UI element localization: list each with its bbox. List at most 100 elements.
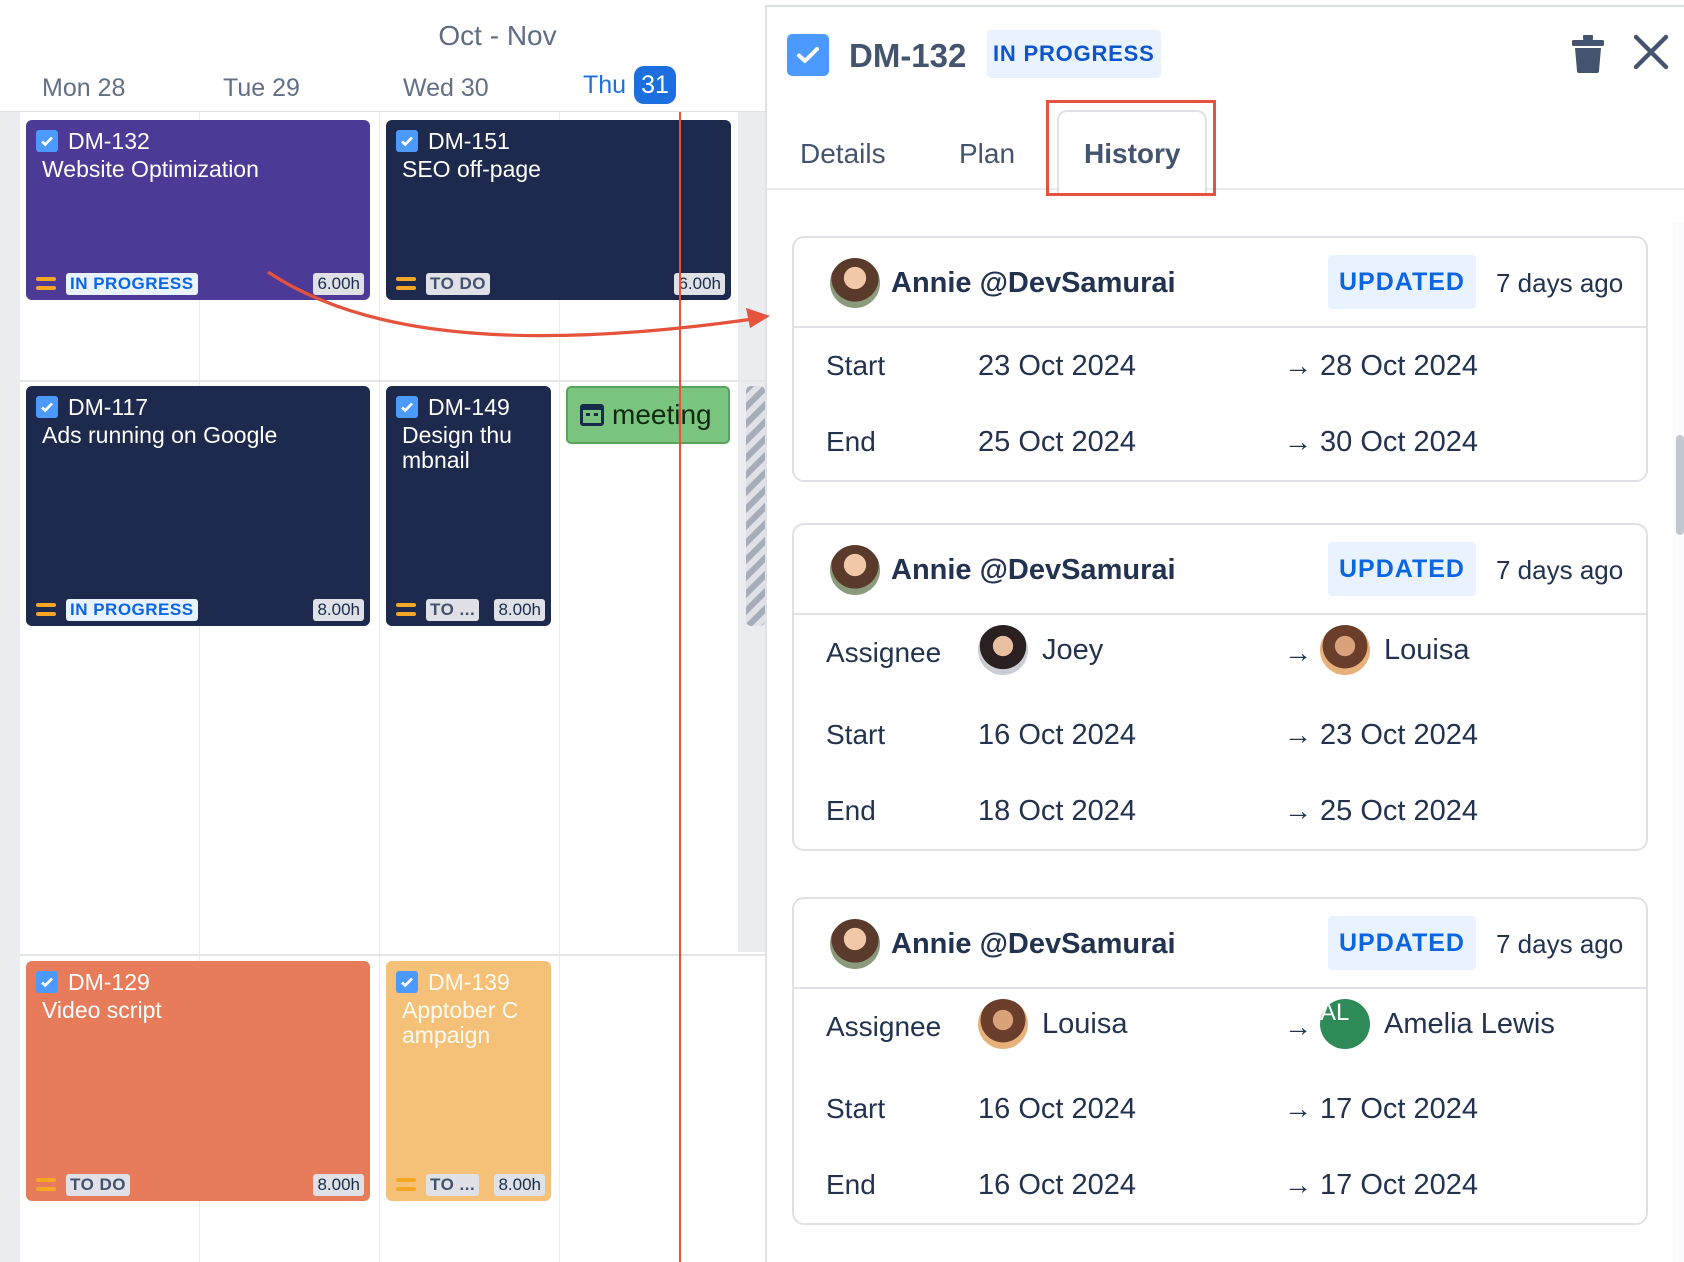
- day-header-tue[interactable]: Tue 29: [223, 74, 300, 102]
- column-divider: [199, 112, 200, 1262]
- assignee-name: Louisa: [1042, 1007, 1128, 1040]
- priority-medium-icon: [36, 603, 56, 616]
- meeting-label: meeting: [612, 399, 712, 430]
- history-change-row: Start 23 Oct 2024 → 28 Oct 2024: [794, 328, 1646, 404]
- arrow-right-icon: →: [1284, 719, 1312, 750]
- history-change-row: End 25 Oct 2024 → 30 Oct 2024: [794, 404, 1646, 480]
- card-key: DM-129: [68, 969, 150, 995]
- change-field: Start: [826, 1093, 886, 1124]
- history-entry-header: Annie @DevSamurai UPDATED 7 days ago: [794, 238, 1646, 328]
- calendar-view: Oct - Nov Mon 28 Tue 29 Wed 30 Thu 31 DM-…: [0, 0, 765, 1262]
- card-status: IN PROGRESS: [66, 273, 198, 295]
- left-gutter: [0, 112, 20, 1262]
- close-icon[interactable]: [1633, 34, 1669, 70]
- card-key: DM-117: [68, 394, 149, 420]
- task-type-icon: [787, 34, 829, 76]
- priority-medium-icon: [36, 277, 56, 290]
- top-divider: [0, 5, 1684, 7]
- history-change-row: Assignee Louisa → AL Amelia Lewis: [794, 989, 1646, 1071]
- tab-bar: Details Plan History: [767, 100, 1684, 196]
- tab-plan[interactable]: Plan: [959, 138, 1016, 169]
- issue-key[interactable]: DM-132: [849, 37, 967, 74]
- avatar-initials[interactable]: AL: [1320, 999, 1370, 1049]
- tab-details[interactable]: Details: [800, 138, 886, 169]
- change-field: End: [826, 426, 876, 457]
- checkbox-icon: [396, 396, 418, 418]
- change-from: 18 Oct 2024: [978, 795, 1136, 827]
- change-from: Joey: [978, 625, 1103, 675]
- assignee-name: Joey: [1042, 633, 1104, 666]
- change-to: 30 Oct 2024: [1320, 426, 1478, 458]
- avatar[interactable]: [1320, 625, 1370, 675]
- task-card-dm-132[interactable]: DM-132 Website Optimization IN PROGRESS …: [26, 120, 370, 300]
- history-action-badge: UPDATED: [1328, 916, 1476, 970]
- change-field: Start: [826, 719, 886, 750]
- history-change-row: Start 16 Oct 2024 → 23 Oct 2024: [794, 697, 1646, 773]
- card-key: DM-132: [68, 128, 150, 154]
- date-range-label: Oct - Nov: [438, 20, 557, 51]
- change-field: End: [826, 1169, 876, 1200]
- task-card-dm-149[interactable]: DM-149 Design thu mbnail TO ... 8.00h: [386, 386, 551, 626]
- card-title: SEO off-page: [402, 156, 541, 182]
- day-header-thu[interactable]: Thu 31: [583, 66, 676, 104]
- history-change-row: Start 16 Oct 2024 → 17 Oct 2024: [794, 1071, 1646, 1147]
- change-to: Louisa: [1320, 625, 1469, 675]
- meeting-event[interactable]: meeting: [566, 386, 730, 444]
- priority-medium-icon: [396, 603, 416, 616]
- history-entry-header: Annie @DevSamurai UPDATED 7 days ago: [794, 899, 1646, 989]
- avatar[interactable]: [830, 258, 880, 308]
- hatched-event[interactable]: [746, 386, 765, 626]
- priority-medium-icon: [396, 1178, 416, 1191]
- history-action-badge: UPDATED: [1328, 255, 1476, 309]
- change-from: 23 Oct 2024: [978, 350, 1136, 382]
- card-hours: 8.00h: [313, 599, 364, 621]
- change-to: 28 Oct 2024: [1320, 350, 1478, 382]
- card-key: DM-149: [428, 394, 510, 420]
- card-hours: 8.00h: [494, 1174, 545, 1196]
- card-title: Design thu mbnail: [402, 422, 512, 473]
- change-field: Start: [826, 350, 886, 381]
- change-to: AL Amelia Lewis: [1320, 999, 1555, 1049]
- change-field: End: [826, 795, 876, 826]
- change-from: 25 Oct 2024: [978, 426, 1136, 458]
- history-action-badge: UPDATED: [1328, 542, 1476, 596]
- issue-detail-panel: DM-132 IN PROGRESS Details Plan History …: [765, 7, 1684, 1262]
- task-card-dm-117[interactable]: DM-117 Ads running on Google IN PROGRESS…: [26, 386, 370, 626]
- arrow-right-icon: →: [1284, 1093, 1312, 1124]
- checkbox-icon: [396, 971, 418, 993]
- change-to: 23 Oct 2024: [1320, 719, 1478, 751]
- avatar[interactable]: [830, 919, 880, 969]
- card-key: DM-151: [428, 128, 510, 154]
- history-entry: Annie @DevSamurai UPDATED 7 days ago Ass…: [792, 523, 1648, 851]
- checkbox-icon: [36, 971, 58, 993]
- history-author[interactable]: Annie @DevSamurai: [891, 928, 1176, 960]
- arrow-right-icon: →: [1284, 1011, 1312, 1042]
- header-divider: [0, 111, 765, 112]
- day-header-mon[interactable]: Mon 28: [42, 74, 126, 102]
- card-status: TO DO: [66, 1174, 131, 1196]
- scrollbar-thumb[interactable]: [1676, 435, 1684, 535]
- card-hours: 8.00h: [494, 599, 545, 621]
- assignee-name: Louisa: [1384, 633, 1470, 666]
- day-header-wed[interactable]: Wed 30: [403, 74, 489, 102]
- active-tab-background: [1057, 110, 1207, 196]
- history-author[interactable]: Annie @DevSamurai: [891, 267, 1176, 299]
- avatar[interactable]: [978, 625, 1028, 675]
- priority-medium-icon: [396, 277, 416, 290]
- day-header-thu-label: Thu: [583, 71, 627, 99]
- change-to: 17 Oct 2024: [1320, 1169, 1478, 1201]
- change-from: 16 Oct 2024: [978, 719, 1136, 751]
- task-card-dm-139[interactable]: DM-139 Apptober C ampaign TO ... 8.00h: [386, 961, 551, 1201]
- avatar[interactable]: [978, 999, 1028, 1049]
- history-author[interactable]: Annie @DevSamurai: [891, 554, 1176, 586]
- history-entry: Annie @DevSamurai UPDATED 7 days ago Sta…: [792, 236, 1648, 482]
- issue-status-badge[interactable]: IN PROGRESS: [987, 30, 1161, 78]
- tab-history[interactable]: History: [1084, 138, 1181, 169]
- history-entry-header: Annie @DevSamurai UPDATED 7 days ago: [794, 525, 1646, 615]
- delete-icon[interactable]: [1572, 35, 1604, 73]
- row-divider: [20, 954, 765, 956]
- avatar[interactable]: [830, 545, 880, 595]
- task-card-dm-129[interactable]: DM-129 Video script TO DO 8.00h: [26, 961, 370, 1201]
- scrollbar-track[interactable]: [1673, 222, 1684, 1262]
- checkbox-icon: [36, 130, 58, 152]
